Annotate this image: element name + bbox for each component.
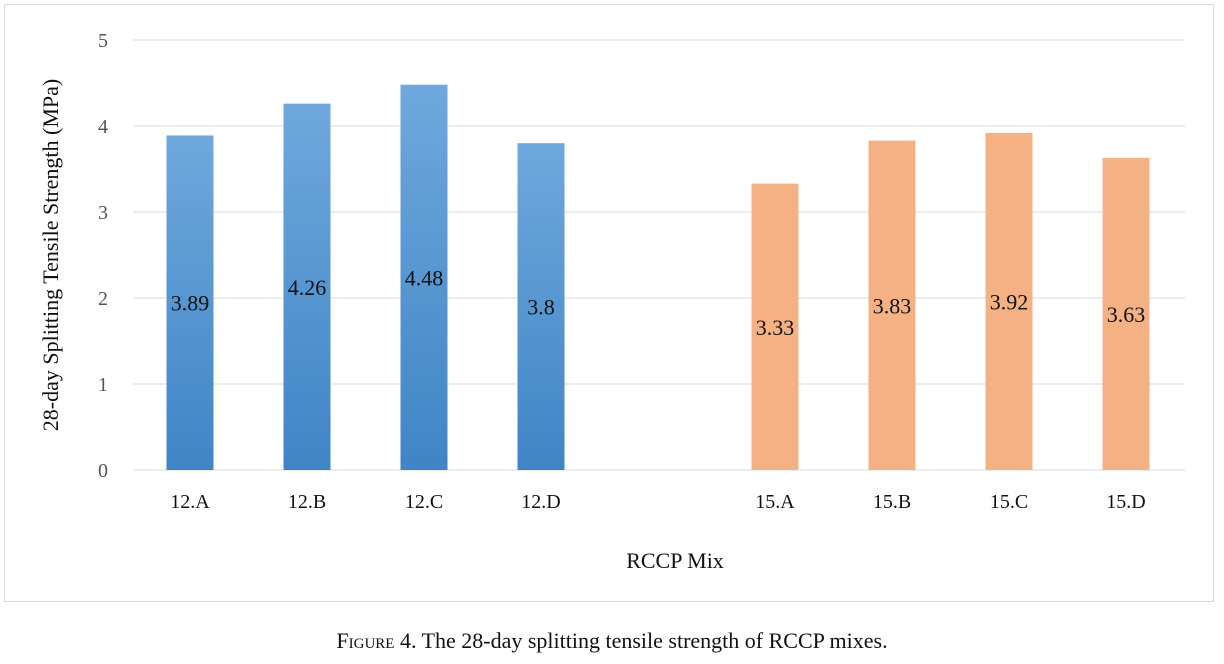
y-tick-label: 3 [98,202,108,224]
bar-chart: 0 1 2 3 4 5 3.89 4.26 4.48 3.8 3.33 3.83 3.92 3.63 1… [38,30,1185,573]
bar-12.C [400,84,448,470]
bar-12.A [166,135,214,470]
data-label-15.B: 3.83 [873,293,912,318]
y-tick-label: 5 [98,30,108,52]
bar-15.D [1102,157,1150,470]
x-axis-ticks: 12.A 12.B 12.C 12.D 15.A 15.B 15.C 15.D [170,491,1145,513]
data-label-15.D: 3.63 [1107,302,1146,327]
y-tick-label: 0 [98,460,108,482]
bar-15.A [751,183,799,470]
x-tick-label-12.D: 12.D [521,491,560,513]
bar-12.D [517,143,565,470]
bar-12.B [283,103,331,470]
bars [166,84,1150,470]
data-label-12.C: 4.48 [405,265,444,290]
data-labels: 3.89 4.26 4.48 3.8 3.33 3.83 3.92 3.63 [171,265,1146,339]
x-tick-label-12.C: 12.C [405,491,443,513]
data-label-15.C: 3.92 [990,289,1029,314]
x-tick-label-12.B: 12.B [288,491,326,513]
x-tick-label-15.C: 15.C [990,491,1028,513]
y-tick-label: 2 [98,288,108,310]
y-tick-label: 4 [98,116,108,138]
bar-15.B [868,140,916,470]
data-label-15.A: 3.33 [756,315,795,340]
data-label-12.B: 4.26 [288,275,327,300]
caption-text: The 28-day splitting tensile strength of… [421,628,888,653]
y-tick-label: 1 [98,374,108,396]
bar-15.C [985,132,1033,470]
data-label-12.A: 3.89 [171,291,210,316]
data-label-12.D: 3.8 [527,295,555,320]
x-axis-title: RCCP Mix [626,548,724,573]
x-tick-label-15.A: 15.A [755,491,795,513]
x-tick-label-15.D: 15.D [1106,491,1145,513]
y-axis-ticks: 0 1 2 3 4 5 [98,30,108,482]
x-tick-label-12.A: 12.A [170,491,210,513]
figure-label: Figure 4. [336,628,417,653]
figure-caption: Figure 4. The 28-day splitting tensile s… [0,628,1224,654]
y-axis-title: 28-day Splitting Tensile Strength (MPa) [38,79,63,431]
x-tick-label-15.B: 15.B [873,491,911,513]
